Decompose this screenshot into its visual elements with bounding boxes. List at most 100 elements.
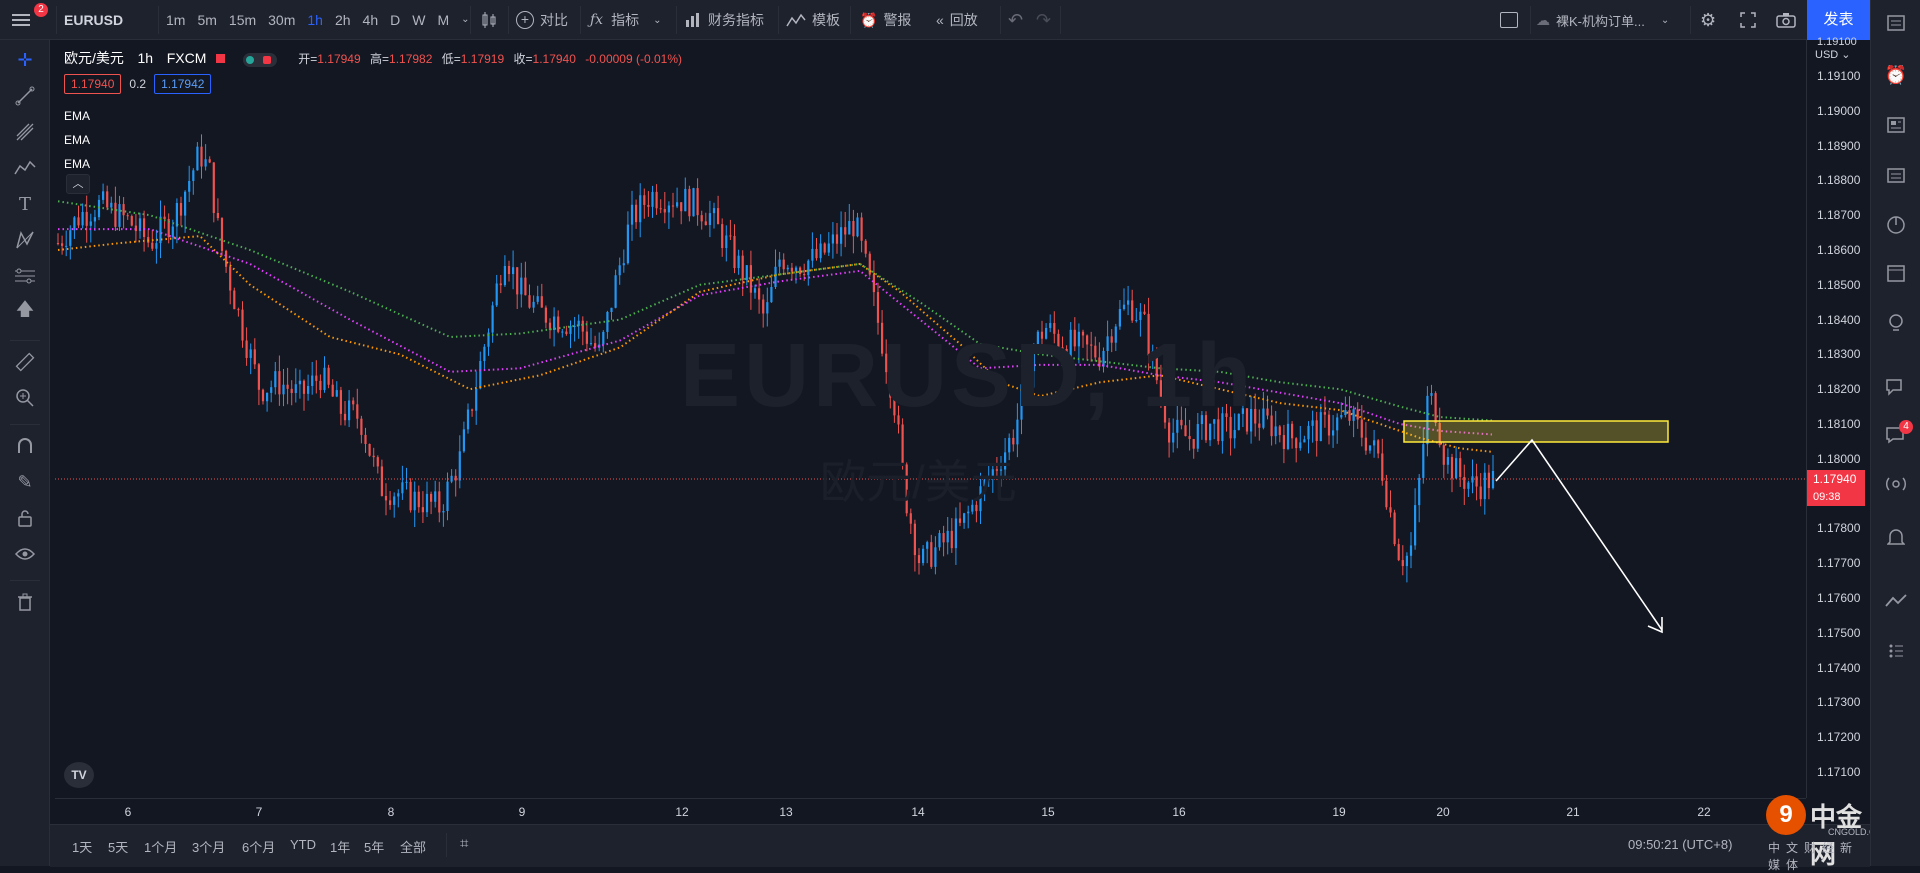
alert-button[interactable]: ⏰ 警报 (860, 0, 911, 40)
projection-arrow-line[interactable] (1495, 438, 1663, 631)
crosshair-icon[interactable]: ✛ (17, 49, 33, 70)
time-axis[interactable]: 6 7 8 9 12 13 14 15 16 19 20 21 22 (55, 798, 1806, 825)
trading-panel-icon[interactable] (1871, 584, 1920, 618)
timeframe-2h[interactable]: 2h (334, 12, 351, 28)
indicators-button[interactable]: ƒx 指标 ⌄ (590, 0, 661, 40)
camera-icon[interactable] (1776, 0, 1796, 40)
arrow-up-icon[interactable]: 🡅 (15, 299, 35, 319)
sell-button[interactable]: 1.17940 (64, 74, 122, 94)
clock[interactable]: 09:50:21 (UTC+8) (1628, 837, 1733, 852)
eye-icon[interactable] (0, 538, 50, 570)
candle-body (1241, 408, 1244, 414)
chevron-down-icon[interactable]: ⌄ (461, 14, 470, 25)
collapse-legend-button[interactable]: ︿ (66, 174, 90, 194)
range-3m[interactable]: 3个月 (192, 840, 226, 855)
timeframe-5m[interactable]: 5m (197, 12, 217, 28)
range-5d[interactable]: 5天 (108, 840, 129, 855)
zoom-in-icon[interactable] (0, 382, 50, 414)
legend-toggle[interactable] (242, 52, 277, 67)
open-value: 1.17949 (317, 52, 361, 66)
compare-button[interactable]: + 对比 (516, 0, 568, 40)
timeframe-d[interactable]: D (390, 12, 401, 28)
timeframe-15m[interactable]: 15m (228, 12, 257, 28)
buy-button[interactable]: 1.17942 (154, 74, 212, 94)
range-1m[interactable]: 1个月 (144, 840, 178, 855)
indicator-ema-3[interactable]: EMA (64, 157, 91, 171)
calendar-icon[interactable] (1871, 256, 1920, 290)
trend-line-icon[interactable] (0, 80, 50, 112)
date-range-icon[interactable]: ⌗ (460, 835, 469, 852)
redo-icon[interactable]: ↷ (1036, 9, 1052, 30)
menu-button[interactable]: 2 (10, 0, 48, 40)
indicator-ema-2[interactable]: EMA (64, 133, 91, 147)
chats-icon[interactable] (1871, 370, 1920, 404)
financials-button[interactable]: 财务指标 (684, 0, 764, 40)
dom-icon[interactable] (1871, 634, 1920, 668)
layout-toggle[interactable] (1500, 0, 1518, 40)
candle-body (520, 277, 523, 295)
legend-title[interactable]: 欧元/美元 (64, 50, 124, 66)
range-all[interactable]: 全部 (400, 840, 427, 855)
watchlist-icon[interactable] (1871, 6, 1920, 40)
replay-button[interactable]: « 回放 (936, 0, 978, 40)
ruler-icon[interactable] (0, 346, 50, 378)
tradingview-logo[interactable]: TV (64, 762, 94, 788)
currency-label: USD (1815, 49, 1839, 61)
layout-name-dropdown[interactable]: ☁ 裸K-机构订单... ⌄ (1536, 0, 1669, 40)
fullscreen-icon[interactable] (1740, 0, 1756, 40)
prediction-tool-icon[interactable] (0, 260, 50, 292)
pencil-lock-icon[interactable]: ✎ (17, 471, 33, 492)
range-5y[interactable]: 5年 (364, 840, 385, 855)
chart-type-button[interactable] (480, 0, 498, 40)
supply-zone-rectangle[interactable] (1403, 420, 1669, 443)
undo-icon[interactable]: ↶ (1008, 9, 1024, 30)
publish-button[interactable]: 发表 (1807, 0, 1870, 40)
pattern-icon[interactable] (0, 152, 50, 184)
timeframe-m[interactable]: M (437, 12, 450, 28)
ema-fast-line[interactable] (57, 235, 1493, 453)
text-tool-icon[interactable]: T (18, 193, 31, 215)
settings-gear-icon[interactable]: ⚙ (1700, 9, 1717, 30)
magnet-icon[interactable] (0, 430, 50, 462)
range-6m[interactable]: 6个月 (242, 840, 276, 855)
templates-button[interactable]: 模板 (786, 0, 840, 40)
streams-icon[interactable] (1871, 468, 1920, 502)
ema-mid-line[interactable] (58, 228, 1493, 436)
candle-body (446, 481, 449, 512)
pitchfork-icon[interactable] (0, 116, 50, 148)
hotlist-icon[interactable] (1871, 208, 1920, 242)
timeframe-30m[interactable]: 30m (268, 12, 296, 28)
ema-slow-line[interactable] (57, 200, 1493, 422)
messages-icon[interactable]: 4 (1871, 418, 1920, 452)
price-tick-label: 1.17800 (1817, 521, 1861, 536)
range-1d[interactable]: 1天 (72, 840, 93, 855)
candle-body (483, 346, 486, 362)
news-icon[interactable] (1871, 108, 1920, 142)
candle-body (1405, 555, 1408, 567)
lock-icon[interactable] (0, 502, 50, 534)
timeframe-1h[interactable]: 1h (307, 12, 323, 28)
timeframe-1m[interactable]: 1m (166, 12, 186, 28)
price-axis[interactable]: 1.19100 USD ⌄ 1.19100 1.19000 1.18900 1.188… (1806, 36, 1871, 798)
notifications-bell-icon[interactable] (1871, 520, 1920, 554)
alarm-clock-icon[interactable]: ⏰ (1884, 64, 1908, 85)
symbol-search[interactable]: EURUSD (64, 12, 124, 28)
candle-body (557, 316, 560, 332)
range-ytd[interactable]: YTD (290, 837, 316, 852)
price-tick-label: 1.17400 (1817, 660, 1861, 675)
xabcd-pattern-icon[interactable] (0, 224, 50, 256)
candle-body (1020, 384, 1023, 420)
range-1y[interactable]: 1年 (330, 840, 351, 855)
currency-selector[interactable]: USD ⌄ (1815, 48, 1851, 61)
trash-icon[interactable] (0, 586, 50, 618)
timeframe-4h[interactable]: 4h (362, 12, 379, 28)
candle-body (237, 309, 240, 311)
indicator-ema-1[interactable]: EMA (64, 109, 91, 123)
ideas-bulb-icon[interactable] (1871, 306, 1920, 340)
timeframe-w[interactable]: W (412, 12, 426, 28)
candle-body (376, 457, 379, 467)
candle-body (1270, 415, 1273, 437)
close-label: 收= (513, 52, 533, 66)
data-window-icon[interactable] (1871, 158, 1920, 192)
